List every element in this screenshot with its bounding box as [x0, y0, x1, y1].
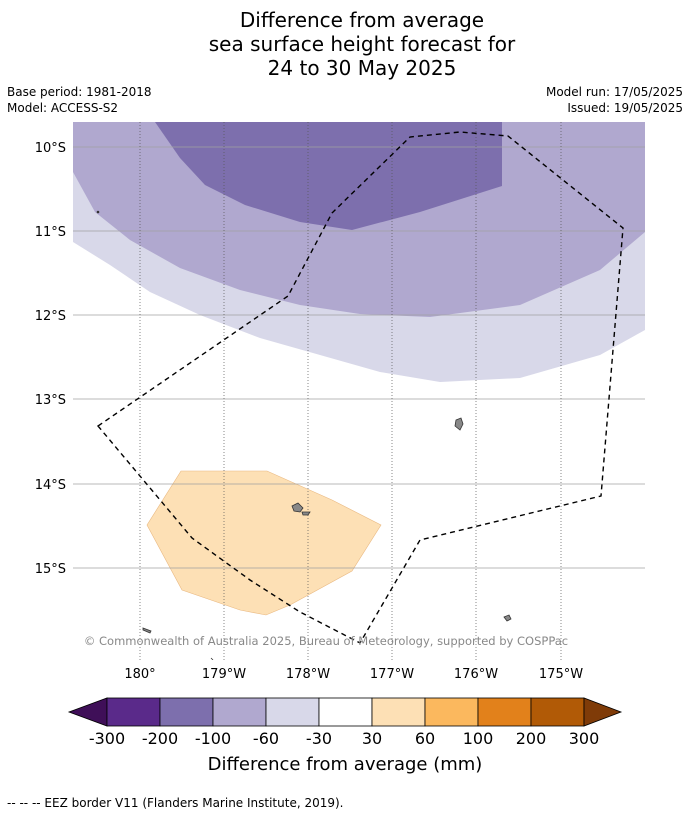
colorbar-swatch-8 — [477, 697, 532, 727]
title-line-2: sea surface height forecast for — [208, 32, 516, 56]
colorbar-swatch-5 — [318, 697, 373, 727]
colorbar-tick-minus200: -200 — [142, 729, 178, 748]
lon-label-176w: 176°W — [454, 667, 498, 682]
island-swains — [454, 417, 464, 431]
model-run: Model run: 17/05/2025 — [545, 85, 683, 99]
island-islet-south — [210, 657, 214, 660]
lon-label-177w: 177°W — [370, 667, 414, 682]
lon-label-179w: 179°W — [202, 667, 246, 682]
lon-label-175w: 175°W — [539, 667, 583, 682]
colorbar-tick-minus30: -30 — [306, 729, 332, 748]
lon-label-178w: 178°W — [286, 667, 330, 682]
colorbar-tick-60: 60 — [415, 729, 435, 748]
colorbar-label: Difference from average (mm) — [208, 754, 483, 775]
island-tutuila — [503, 614, 512, 622]
colorbar-ticks: -300 -200 -100 -60 -30 30 60 100 200 300 — [89, 729, 599, 748]
island-islet-north — [96, 210, 100, 214]
colorbar-tick-200: 200 — [516, 729, 547, 748]
map-plot-area: © Commonwealth of Australia 2025, Bureau… — [73, 122, 645, 660]
map-title: Difference from average sea surface heig… — [0, 8, 690, 80]
colorbar-tick-300: 300 — [569, 729, 600, 748]
colorbar-tick-minus100: -100 — [195, 729, 231, 748]
longitude-labels: 180° 179°W 178°W 177°W 176°W 175°W — [124, 667, 583, 682]
lon-label-180: 180° — [124, 667, 155, 682]
colorbar-tick-minus300: -300 — [89, 729, 125, 748]
lat-label-11s: 11°S — [35, 225, 66, 240]
colorbar-swatch-6 — [371, 697, 426, 727]
colorbar-arrow-low — [67, 697, 108, 727]
title-line-3: 24 to 30 May 2025 — [267, 56, 457, 80]
colorbar-swatch-1 — [106, 697, 161, 727]
lat-label-12s: 12°S — [35, 309, 66, 324]
colorbar-swatch-3 — [212, 697, 267, 727]
eez-footnote: -- -- -- EEZ border V11 (Flanders Marine… — [7, 796, 344, 810]
island-upolu — [301, 511, 311, 516]
issued-date: Issued: 19/05/2025 — [567, 101, 683, 115]
colorbar-tick-100: 100 — [463, 729, 494, 748]
model-name: Model: ACCESS-S2 — [7, 101, 119, 115]
colorbar-arrow-high — [583, 697, 623, 727]
islands — [96, 210, 512, 660]
colorbar-swatch-7 — [424, 697, 479, 727]
meta-left: Base period: 1981-2018 Model: ACCESS-S2 — [7, 84, 152, 116]
copyright-notice: © Commonwealth of Australia 2025, Bureau… — [84, 634, 568, 648]
colorbar-tick-30: 30 — [362, 729, 382, 748]
colorbar-swatch-9 — [530, 697, 585, 727]
base-period: Base period: 1981-2018 — [7, 85, 152, 99]
contour-minus200-minus100 — [155, 122, 502, 230]
colorbar — [67, 697, 623, 727]
lat-label-10s: 10°S — [35, 141, 66, 156]
colorbar-tick-minus60: -60 — [253, 729, 279, 748]
lat-label-14s: 14°S — [35, 478, 66, 493]
colorbar-swatch-4 — [265, 697, 320, 727]
island-islet-west — [142, 627, 152, 634]
latitude-labels: 10°S 11°S 12°S 13°S 14°S 15°S — [35, 141, 66, 577]
lat-label-13s: 13°S — [35, 393, 66, 408]
meta-right: Model run: 17/05/2025 Issued: 19/05/2025 — [546, 84, 683, 116]
colorbar-swatch-2 — [159, 697, 214, 727]
contour-plus30-plus60 — [146, 470, 382, 616]
eez-border — [96, 131, 624, 644]
title-line-1: Difference from average — [239, 8, 485, 32]
latitude-gridlines — [73, 146, 645, 569]
island-savaii — [291, 502, 304, 513]
lat-label-15s: 15°S — [35, 562, 66, 577]
